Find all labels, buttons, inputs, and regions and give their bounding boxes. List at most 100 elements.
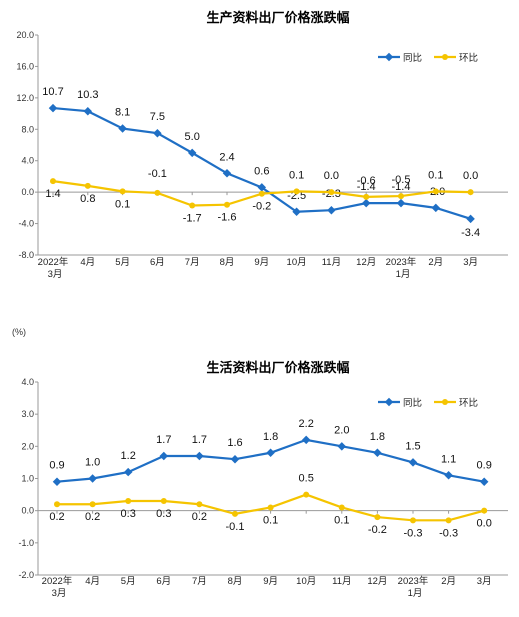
data-point-yoy — [444, 471, 453, 480]
data-point-mom — [125, 498, 132, 505]
x-tick-label: 3月 — [477, 576, 492, 587]
data-point-yoy — [123, 467, 133, 477]
data-point-yoy — [48, 103, 58, 113]
data-label: 1.8 — [370, 431, 385, 443]
data-label: -1.6 — [218, 212, 237, 224]
data-label: 0.2 — [85, 511, 100, 523]
data-label: 5.0 — [185, 131, 200, 143]
y-tick-label: 3.0 — [21, 409, 34, 419]
data-point-mom — [84, 182, 91, 189]
data-label: 0.5 — [299, 473, 314, 485]
x-tick-label: 4月 — [80, 257, 95, 268]
data-point-yoy — [52, 477, 62, 486]
data-point-mom — [89, 501, 96, 508]
x-tick-label: 2月 — [428, 257, 443, 268]
data-label: 0.1 — [334, 514, 349, 526]
data-label: 1.5 — [405, 440, 420, 452]
data-label: 0.3 — [121, 508, 136, 520]
data-label: -3.4 — [461, 227, 480, 239]
data-label: 0.9 — [477, 460, 492, 472]
data-point-mom — [293, 188, 300, 195]
data-point-mom — [267, 504, 274, 511]
x-tick-label: 10月 — [287, 257, 307, 268]
data-point-yoy — [479, 477, 489, 486]
consumer-goods-price-chart: 生活资料出厂价格涨跌幅 (%) 4.0 3.0 2.0 1.0 0.0 -1.0 -2.0 202… — [12, 327, 508, 599]
data-point-mom — [50, 178, 56, 185]
data-label: 0.2 — [49, 511, 64, 523]
y-tick-label: 1.0 — [21, 474, 34, 484]
data-label: 2.4 — [219, 151, 234, 163]
legend-label: 同比 — [403, 397, 422, 409]
data-point-yoy — [301, 435, 311, 445]
x-tick-label-year: 2023年 — [386, 256, 417, 268]
data-point-yoy — [466, 214, 475, 224]
data-point-yoy — [153, 128, 162, 138]
data-label: 1.8 — [263, 431, 278, 443]
data-label: 2.2 — [299, 418, 314, 430]
data-label: 0.0 — [477, 518, 492, 530]
legend-marker — [442, 54, 448, 60]
data-label: 2.0 — [334, 424, 349, 436]
data-point-yoy — [159, 451, 169, 461]
data-point-mom — [224, 201, 230, 208]
y-tick-label: 0.0 — [21, 506, 34, 516]
legend-label: 环比 — [459, 397, 478, 409]
data-label: -0.2 — [368, 524, 387, 536]
chart-title: 生产资料出厂价格涨跌幅 — [206, 10, 349, 25]
data-label: 0.0 — [324, 170, 339, 182]
y-tick-label: 4.0 — [21, 377, 34, 387]
data-label: -0.3 — [404, 527, 423, 539]
data-point-yoy — [195, 451, 204, 461]
data-point-mom — [398, 193, 404, 200]
x-tick-label: 10月 — [296, 576, 316, 587]
x-tick-label: 2月 — [441, 576, 456, 587]
y-tick-label: 4.0 — [21, 156, 34, 166]
data-label: -0.2 — [252, 201, 271, 213]
x-tick-label-year: 2022年 — [42, 575, 73, 587]
x-tick-label-month: 1月 — [408, 588, 423, 599]
data-point-mom — [303, 491, 310, 498]
x-tick-label: 3月 — [463, 257, 478, 268]
data-label: 1.4 — [45, 188, 60, 200]
data-label: 0.1 — [428, 169, 443, 181]
y-tick-label: -8.0 — [18, 250, 34, 260]
data-label: -0.1 — [148, 168, 167, 180]
data-point-mom — [119, 188, 126, 195]
data-label: 0.2 — [192, 511, 207, 523]
data-label: 0.1 — [115, 198, 130, 210]
data-label: 1.7 — [192, 434, 207, 446]
data-label: 0.9 — [49, 460, 64, 472]
data-label: 0.1 — [289, 169, 304, 181]
data-point-mom — [481, 507, 488, 514]
data-label: -1.4 — [392, 181, 411, 193]
x-tick-label: 12月 — [367, 576, 387, 587]
y-tick-label: -4.0 — [18, 219, 34, 229]
data-point-yoy — [431, 203, 441, 213]
data-point-mom — [410, 517, 416, 524]
y-axis-unit: (%) — [12, 327, 26, 337]
legend-marker — [384, 52, 394, 62]
y-tick-label: 16.0 — [16, 61, 34, 71]
data-point-yoy — [373, 448, 382, 458]
y-tick-label: 0.0 — [21, 187, 34, 197]
data-point-mom — [432, 188, 439, 195]
data-point-yoy — [230, 454, 240, 464]
data-point-mom — [374, 514, 381, 521]
data-label: 8.1 — [115, 107, 130, 119]
data-point-mom — [363, 193, 370, 200]
data-point-mom — [160, 498, 167, 505]
data-point-yoy — [83, 106, 93, 116]
x-tick-label: 8月 — [228, 576, 243, 587]
data-label: 0.6 — [254, 165, 269, 177]
data-point-yoy — [257, 183, 267, 192]
legend-marker — [384, 397, 394, 407]
data-point-mom — [258, 190, 265, 197]
data-label: 0.0 — [463, 170, 478, 182]
data-point-mom — [189, 202, 196, 209]
legend-label: 环比 — [459, 52, 478, 64]
x-tick-label-year: 2023年 — [398, 575, 429, 587]
x-tick-label-year: 2022年 — [38, 256, 69, 268]
data-point-mom — [338, 504, 345, 511]
data-label: -1.4 — [357, 181, 376, 193]
data-point-yoy — [187, 148, 197, 158]
